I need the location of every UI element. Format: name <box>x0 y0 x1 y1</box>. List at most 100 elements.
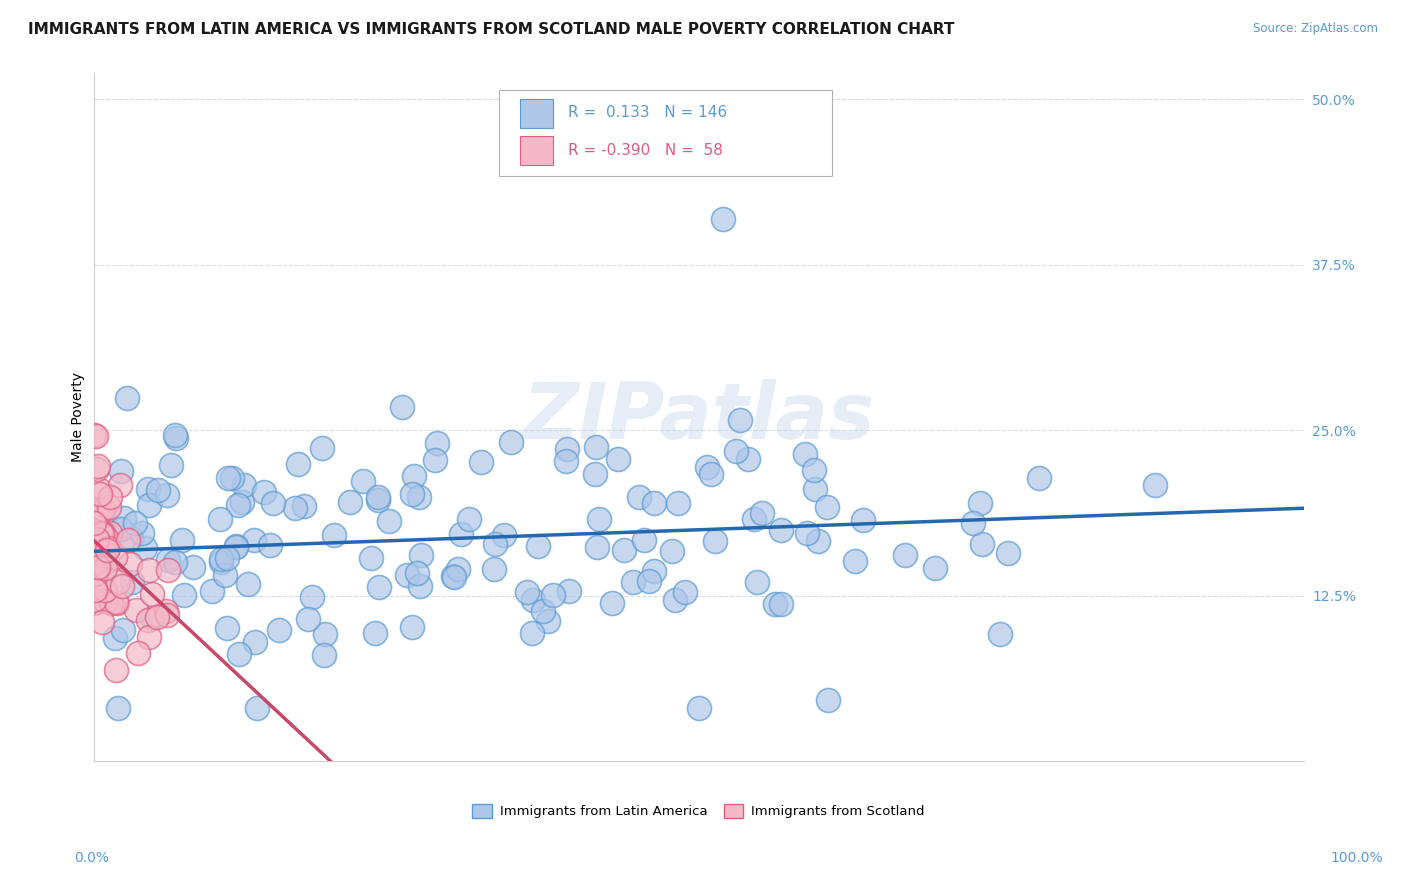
Point <box>83 596 105 610</box>
Point <box>367 493 389 508</box>
Point <box>93 544 115 558</box>
Point <box>666 496 689 510</box>
Point <box>104 663 127 677</box>
Point <box>450 527 472 541</box>
Point <box>89 487 111 501</box>
Point <box>894 548 917 562</box>
Point <box>90 527 112 541</box>
Point <box>94 582 117 597</box>
Text: 0.0%: 0.0% <box>75 851 108 865</box>
Point <box>815 500 838 514</box>
Point <box>83 582 105 597</box>
Point <box>401 620 423 634</box>
Text: 100.0%: 100.0% <box>1330 851 1384 865</box>
Point <box>156 488 179 502</box>
Point <box>100 596 122 610</box>
Point <box>138 563 160 577</box>
Point <box>322 528 344 542</box>
Point <box>134 541 156 555</box>
Point <box>301 590 323 604</box>
Point <box>314 627 336 641</box>
Point <box>127 646 149 660</box>
Point <box>141 587 163 601</box>
Point <box>408 490 430 504</box>
Point <box>155 604 177 618</box>
Point <box>98 490 121 504</box>
Point <box>124 516 146 531</box>
Point <box>395 568 418 582</box>
Point <box>138 630 160 644</box>
Point <box>89 483 111 497</box>
Point <box>146 609 169 624</box>
Point <box>83 556 105 570</box>
Point <box>120 558 142 572</box>
Point <box>91 562 114 576</box>
Point <box>499 434 522 449</box>
Point <box>807 533 830 548</box>
Point <box>215 551 238 566</box>
Point <box>522 626 544 640</box>
Point <box>673 585 696 599</box>
Point <box>794 447 817 461</box>
Point <box>585 441 607 455</box>
Point <box>796 525 818 540</box>
Point <box>165 427 187 442</box>
Point <box>745 574 768 589</box>
Point <box>364 626 387 640</box>
Point <box>378 514 401 528</box>
Point <box>555 454 578 468</box>
Point <box>311 442 333 456</box>
Point <box>267 623 290 637</box>
Point <box>115 391 138 405</box>
Point <box>243 635 266 649</box>
Point <box>804 482 827 496</box>
Point <box>613 543 636 558</box>
Point <box>131 525 153 540</box>
Point <box>259 537 281 551</box>
Point <box>98 526 121 541</box>
Text: IMMIGRANTS FROM LATIN AMERICA VS IMMIGRANTS FROM SCOTLAND MALE POVERTY CORRELATI: IMMIGRANTS FROM LATIN AMERICA VS IMMIGRA… <box>28 22 955 37</box>
Point <box>607 452 630 467</box>
Point <box>284 500 307 515</box>
Point <box>91 526 114 541</box>
Point <box>183 559 205 574</box>
Point <box>84 546 107 560</box>
Point <box>87 458 110 473</box>
Point <box>120 532 142 546</box>
Point <box>83 428 105 442</box>
Point <box>104 595 127 609</box>
Point <box>96 531 118 545</box>
Point <box>711 211 734 226</box>
Point <box>360 550 382 565</box>
Point <box>96 541 118 556</box>
Point <box>112 511 135 525</box>
Point <box>117 533 139 547</box>
Point <box>91 552 114 566</box>
Point <box>447 562 470 576</box>
Point <box>86 532 108 546</box>
Point <box>770 523 793 537</box>
Point <box>96 542 118 557</box>
Point <box>482 562 505 576</box>
Point <box>83 566 105 581</box>
Point <box>91 615 114 629</box>
Point <box>643 495 665 509</box>
Point <box>173 588 195 602</box>
Point <box>391 400 413 414</box>
Point <box>226 498 249 512</box>
Point <box>86 461 108 475</box>
Point <box>470 455 492 469</box>
Point <box>426 435 449 450</box>
Point <box>763 597 786 611</box>
Point <box>225 540 247 554</box>
Point <box>209 552 232 566</box>
Point <box>408 579 430 593</box>
Point <box>404 468 426 483</box>
Point <box>83 516 105 531</box>
Point <box>287 458 309 472</box>
Point <box>484 537 506 551</box>
Point <box>83 543 105 558</box>
Point <box>586 540 609 554</box>
Point <box>997 546 1019 560</box>
Point <box>557 442 579 457</box>
